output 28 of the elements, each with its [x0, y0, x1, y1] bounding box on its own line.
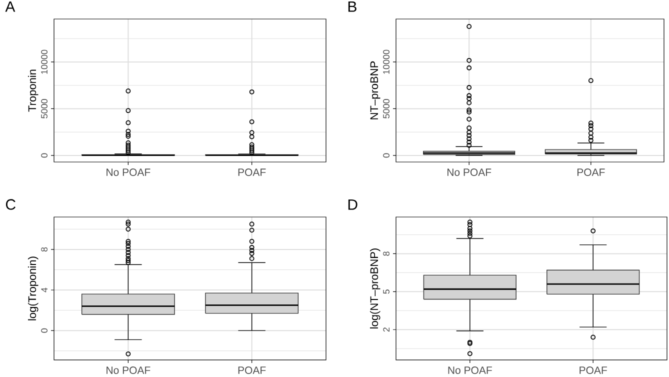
y-tick-label: 8	[383, 252, 390, 256]
x-tick-label: No POAF	[106, 366, 150, 374]
chart-title: A	[5, 1, 16, 12]
y-tick-label: 0	[383, 153, 390, 158]
chart-title: C	[6, 199, 16, 210]
y-axis-title: NT–proBNP	[370, 61, 380, 120]
y-tick-label: 0	[41, 328, 48, 333]
y-tick-label: 10000	[383, 50, 390, 74]
y-axis-title: log(Troponin)	[28, 256, 38, 320]
y-tick-label: 8	[41, 247, 48, 252]
x-tick-label: POAF	[580, 366, 607, 374]
y-tick-label: 10000	[41, 50, 48, 74]
y-tick-label: 2	[383, 328, 390, 332]
x-tick-label: No POAF	[106, 168, 150, 176]
y-axis-title: log(NT–proBNP)	[370, 248, 380, 328]
x-tick-label: No POAF	[448, 366, 492, 374]
y-tick-label: 4	[41, 288, 48, 292]
y-tick-label: 5000	[383, 99, 390, 118]
y-tick-label: 0	[41, 153, 48, 158]
chart-title: B	[348, 1, 356, 12]
x-tick-label: POAF	[238, 168, 266, 176]
y-tick-label: 5000	[41, 99, 48, 118]
y-axis-title: Troponin	[28, 70, 38, 112]
chart-title: D	[348, 199, 358, 210]
x-tick-label: POAF	[238, 366, 266, 374]
x-tick-label: No POAF	[447, 168, 492, 176]
x-tick-label: POAF	[577, 168, 605, 176]
y-tick-label: 5	[383, 290, 390, 294]
